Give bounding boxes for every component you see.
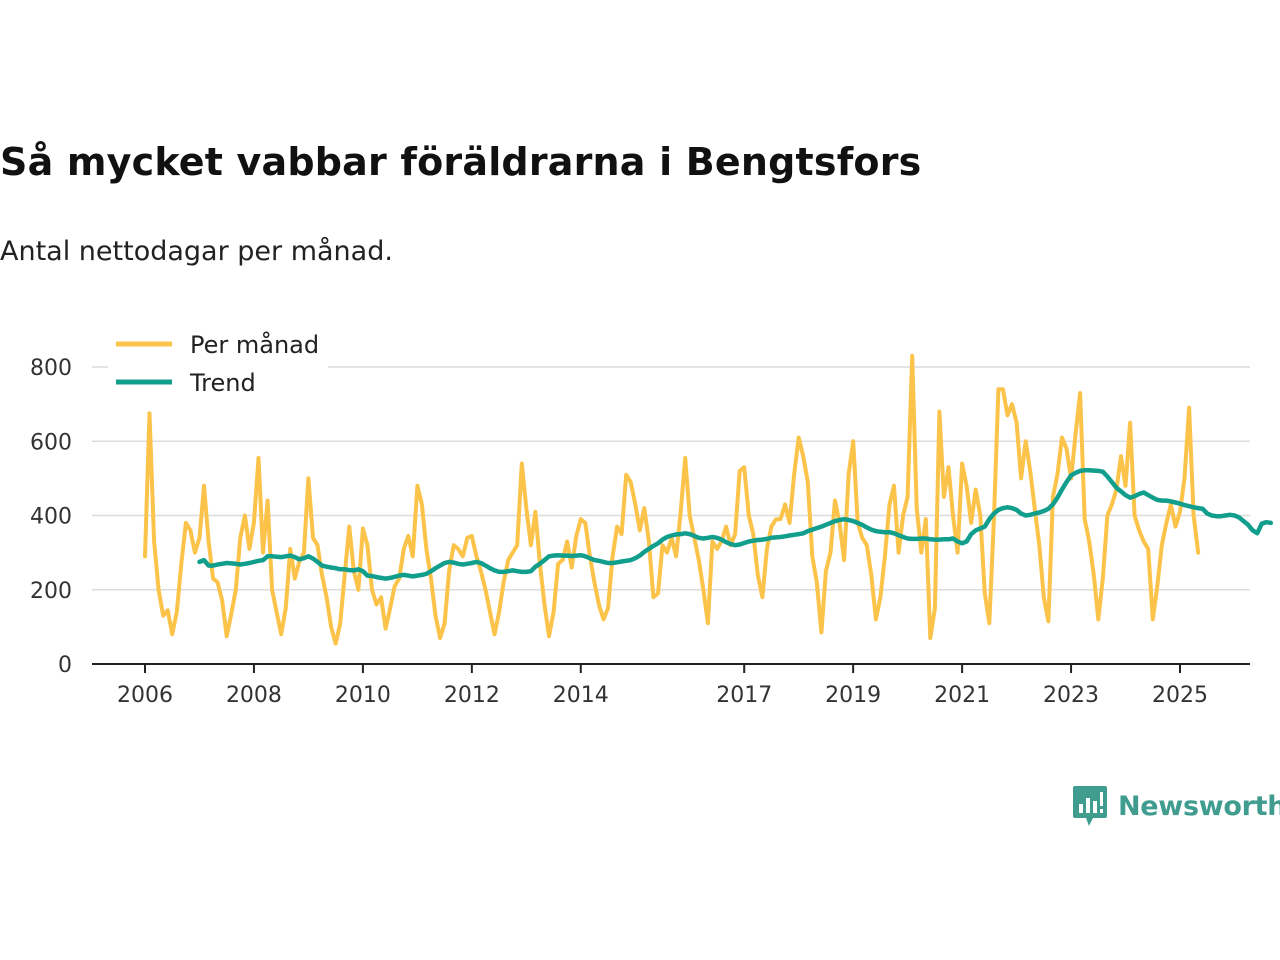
x-tick-label: 2014: [553, 683, 609, 708]
x-axis-ticks: 2006 2008 2010 2012 2014 2017 2019 2021 2023 2025: [117, 664, 1208, 708]
legend: Per månad Trend: [108, 330, 328, 404]
x-tick-label: 2006: [117, 683, 173, 708]
newsworthy-logo-icon: [1073, 786, 1107, 826]
chart-subtitle: Antal nettodagar per månad.: [0, 236, 393, 267]
y-tick-label: 400: [30, 505, 72, 530]
brand-name: Newsworthy: [1118, 790, 1280, 822]
y-tick-label: 600: [30, 430, 72, 455]
x-tick-label: 2025: [1152, 683, 1208, 708]
x-tick-label: 2008: [226, 683, 282, 708]
x-tick-label: 2010: [335, 683, 391, 708]
x-tick-label: 2021: [934, 683, 990, 708]
y-tick-label: 200: [30, 579, 72, 604]
x-tick-label: 2019: [825, 683, 881, 708]
x-tick-label: 2012: [444, 683, 500, 708]
series-group: [143, 353, 1274, 646]
x-tick-label: 2017: [716, 683, 772, 708]
y-axis-ticks: 0 200 400 600 800: [30, 356, 72, 678]
chart-title: Så mycket vabbar föräldrarna i Bengtsfor…: [0, 140, 922, 184]
y-tick-label: 0: [58, 653, 72, 678]
brand-logo: Newsworthy: [1072, 784, 1280, 828]
x-tick-label: 2023: [1043, 683, 1099, 708]
series-line-trend: [197, 467, 1274, 581]
legend-label-per-manad: Per månad: [190, 330, 319, 359]
legend-label-trend: Trend: [189, 369, 256, 397]
y-tick-label: 800: [30, 356, 72, 381]
